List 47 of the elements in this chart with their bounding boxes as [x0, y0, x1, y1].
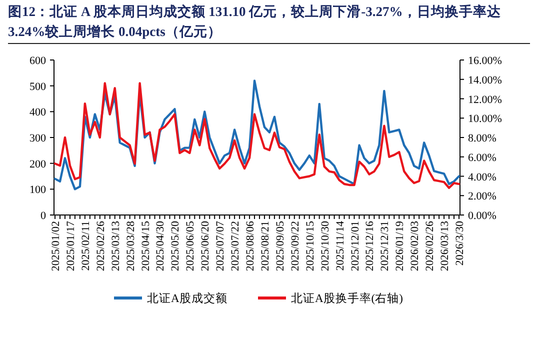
y2-tick-label: 14.00% [468, 74, 502, 86]
chart-title: 图12：北证 A 股本周日均成交额 131.10 亿元，较上周下滑-3.27%，日均换手率达3.24%较上周增长 0.04pcts（亿元） [8, 2, 530, 44]
y2-tick-label: 16.00% [468, 55, 502, 67]
x-tick-label: 2025/04/15 [140, 220, 152, 272]
y2-tick-label: 2.00% [468, 190, 496, 203]
x-tick-label: 2025/12/01 [349, 221, 362, 272]
x-tick-label: 2025/05/20 [170, 220, 182, 272]
y-tick-label: 200 [30, 158, 46, 170]
x-tick-label: 2025/08/21 [259, 221, 272, 272]
x-tick-label: 2025/04/30 [154, 220, 167, 272]
x-tick-label: 2026/02/03 [409, 220, 422, 272]
y2-tick-label: 12.00% [468, 94, 502, 106]
x-tick-label: 2025/07/22 [230, 221, 242, 272]
y2-tick-label: 8.00% [468, 132, 496, 144]
y2-tick-label: 0.00% [468, 210, 496, 222]
legend-label: 北证A股换手率(右轴) [291, 291, 404, 305]
x-tick-label: 2025/03/28 [124, 220, 137, 272]
x-tick-label: 2025/11/14 [334, 220, 346, 271]
legend-label: 北证A股成交额 [147, 291, 228, 305]
x-tick-label: 2026/02/26 [424, 220, 436, 272]
y-tick-label: 100 [30, 184, 46, 196]
x-tick-label: 2025/12/16 [364, 220, 376, 272]
x-tick-label: 2025/03/13 [110, 220, 122, 272]
x-tick-label: 2025/12/31 [379, 221, 392, 272]
x-tick-label: 2025/02/26 [94, 220, 107, 272]
y2-tick-label: 6.00% [468, 152, 496, 164]
x-tick-label: 2025/08/06 [244, 220, 257, 272]
y-tick-label: 500 [30, 80, 46, 93]
x-tick-label: 2026/03/13 [439, 220, 452, 272]
x-tick-label: 2025/10/30 [319, 220, 332, 272]
y2-tick-label: 4.00% [468, 171, 496, 184]
y-tick-label: 400 [30, 106, 46, 119]
y-tick-label: 600 [30, 55, 46, 67]
x-tick-label: 2026/3/30 [454, 220, 466, 266]
x-tick-label: 2025/07/07 [214, 220, 227, 272]
x-tick-label: 2025/09/22 [289, 221, 302, 272]
x-tick-label: 2026/01/19 [394, 220, 406, 272]
x-tick-label: 2025/10/15 [304, 220, 316, 272]
y-tick-label: 0 [40, 210, 46, 222]
x-tick-label: 2025/02/11 [80, 221, 92, 271]
x-tick-label: 2025/06/20 [200, 220, 212, 272]
x-tick-label: 2025/06/05 [184, 220, 197, 272]
x-tick-label: 2025/09/05 [274, 220, 286, 272]
x-tick-label: 2025/01/02 [50, 221, 62, 272]
y-tick-label: 300 [30, 132, 46, 144]
y2-tick-label: 10.00% [468, 113, 502, 126]
x-tick-label: 2025/01/17 [64, 220, 77, 272]
